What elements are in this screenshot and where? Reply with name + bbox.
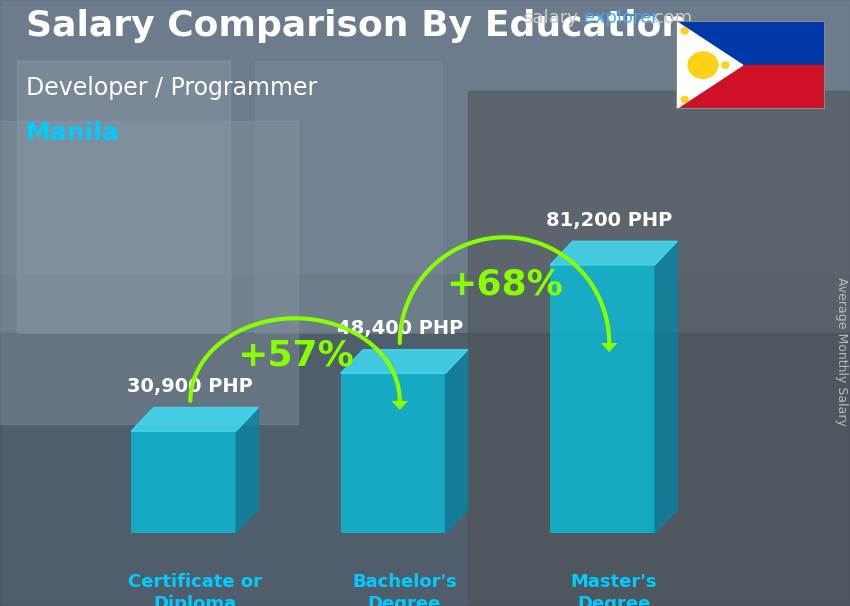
Circle shape xyxy=(722,62,728,68)
Polygon shape xyxy=(550,241,677,265)
Bar xyxy=(550,265,654,533)
Bar xyxy=(0,0,850,273)
Text: 30,900 PHP: 30,900 PHP xyxy=(128,377,253,396)
Bar xyxy=(255,61,442,333)
Circle shape xyxy=(688,52,718,78)
Polygon shape xyxy=(601,343,617,352)
Bar xyxy=(131,431,236,533)
Bar xyxy=(468,91,850,606)
Text: Salary Comparison By Education: Salary Comparison By Education xyxy=(26,9,687,43)
Polygon shape xyxy=(392,401,408,410)
Text: explorer: explorer xyxy=(584,9,659,27)
Text: Average Monthly Salary: Average Monthly Salary xyxy=(836,277,848,426)
Text: Developer / Programmer: Developer / Programmer xyxy=(26,76,317,100)
Text: 81,200 PHP: 81,200 PHP xyxy=(546,211,672,230)
Polygon shape xyxy=(445,350,468,533)
Text: +68%: +68% xyxy=(446,268,563,302)
Bar xyxy=(676,21,824,65)
Polygon shape xyxy=(131,407,258,431)
Text: +57%: +57% xyxy=(236,338,354,373)
Polygon shape xyxy=(676,21,743,109)
Text: 48,400 PHP: 48,400 PHP xyxy=(337,319,463,338)
Polygon shape xyxy=(341,350,468,373)
Polygon shape xyxy=(654,241,677,533)
Text: .com: .com xyxy=(649,9,693,27)
Circle shape xyxy=(681,96,688,102)
Bar xyxy=(17,61,230,333)
Text: Certificate or
Diploma: Certificate or Diploma xyxy=(128,573,262,606)
Bar xyxy=(341,373,445,533)
Text: Master's
Degree: Master's Degree xyxy=(570,573,657,606)
Bar xyxy=(676,65,824,109)
Text: Bachelor's
Degree: Bachelor's Degree xyxy=(352,573,456,606)
Text: salary: salary xyxy=(523,9,578,27)
Text: Manila: Manila xyxy=(26,121,119,145)
Circle shape xyxy=(696,59,710,72)
Circle shape xyxy=(681,28,688,34)
Bar xyxy=(0,333,850,606)
Polygon shape xyxy=(236,407,258,533)
Bar xyxy=(0,121,298,424)
